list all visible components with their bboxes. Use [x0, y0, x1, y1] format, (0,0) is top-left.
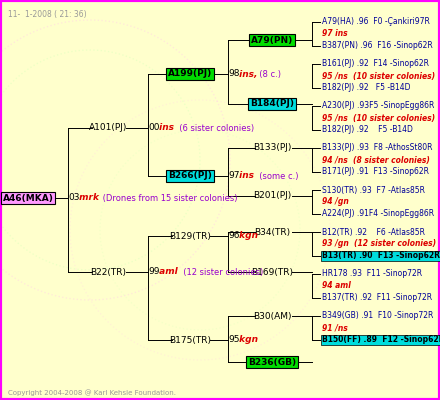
Text: B182(PJ) .92   F5 -B14D: B182(PJ) .92 F5 -B14D: [322, 84, 411, 92]
Text: B133(PJ): B133(PJ): [253, 144, 291, 152]
Text: ins,: ins,: [236, 70, 257, 78]
Text: 99: 99: [148, 268, 159, 276]
Text: (12 sister colonies): (12 sister colonies): [178, 268, 263, 276]
Text: 91 /ns: 91 /ns: [322, 324, 348, 332]
Text: B30(AM): B30(AM): [253, 312, 291, 320]
Text: (6 sister colonies): (6 sister colonies): [174, 124, 254, 132]
Text: 11-  1-2008 ( 21: 36): 11- 1-2008 ( 21: 36): [8, 10, 87, 19]
Text: B150(FF) .89  F12 -Sinop62R: B150(FF) .89 F12 -Sinop62R: [322, 336, 440, 344]
Text: B184(PJ): B184(PJ): [250, 100, 294, 108]
Text: B133(PJ) .93  F8 -AthosSt80R: B133(PJ) .93 F8 -AthosSt80R: [322, 144, 433, 152]
Text: B169(TR): B169(TR): [251, 268, 293, 276]
Text: B349(GB) .91  F10 -Sinop72R: B349(GB) .91 F10 -Sinop72R: [322, 312, 433, 320]
Text: 94 /gn: 94 /gn: [322, 198, 349, 206]
Text: B236(GB): B236(GB): [248, 358, 296, 366]
Text: Copyright 2004-2008 @ Karl Kehsle Foundation.: Copyright 2004-2008 @ Karl Kehsle Founda…: [8, 389, 176, 396]
Text: B182(PJ) .92    F5 -B14D: B182(PJ) .92 F5 -B14D: [322, 126, 413, 134]
Text: HR178 .93  F11 -Sinop72R: HR178 .93 F11 -Sinop72R: [322, 270, 422, 278]
Text: A230(PJ) .93F5 -SinopEgg86R: A230(PJ) .93F5 -SinopEgg86R: [322, 102, 434, 110]
Text: 96: 96: [228, 232, 239, 240]
Text: ins: ins: [156, 124, 174, 132]
Text: kgn: kgn: [236, 232, 258, 240]
Text: 94 aml: 94 aml: [322, 282, 351, 290]
Text: 98: 98: [228, 70, 239, 78]
Text: S130(TR) .93  F7 -Atlas85R: S130(TR) .93 F7 -Atlas85R: [322, 186, 425, 194]
Text: A224(PJ) .91F4 -SinopEgg86R: A224(PJ) .91F4 -SinopEgg86R: [322, 210, 434, 218]
Text: 95 /ns  (10 sister colonies): 95 /ns (10 sister colonies): [322, 72, 435, 80]
Text: B12(TR) .92    F6 -Atlas85R: B12(TR) .92 F6 -Atlas85R: [322, 228, 425, 236]
Text: mrk: mrk: [76, 194, 99, 202]
Text: B201(PJ): B201(PJ): [253, 192, 291, 200]
Text: 94 /ns  (8 sister colonies): 94 /ns (8 sister colonies): [322, 156, 430, 164]
Text: 00: 00: [148, 124, 159, 132]
Text: kgn: kgn: [236, 336, 258, 344]
Text: 03: 03: [68, 194, 80, 202]
Text: 97 ins: 97 ins: [322, 30, 348, 38]
Text: A79(HA) .96  F0 -Çankiri97R: A79(HA) .96 F0 -Çankiri97R: [322, 18, 430, 26]
Text: B161(PJ) .92  F14 -Sinop62R: B161(PJ) .92 F14 -Sinop62R: [322, 60, 429, 68]
Text: 95: 95: [228, 336, 239, 344]
Text: A79(PN): A79(PN): [251, 36, 293, 44]
Text: B137(TR) .92  F11 -Sinop72R: B137(TR) .92 F11 -Sinop72R: [322, 294, 432, 302]
Text: (8 c.): (8 c.): [254, 70, 281, 78]
Text: 95 /ns  (10 sister colonies): 95 /ns (10 sister colonies): [322, 114, 435, 122]
Text: B34(TR): B34(TR): [254, 228, 290, 236]
Text: 93 /gn  (12 sister colonies): 93 /gn (12 sister colonies): [322, 240, 436, 248]
Text: B171(PJ) .91  F13 -Sinop62R: B171(PJ) .91 F13 -Sinop62R: [322, 168, 429, 176]
Text: 97: 97: [228, 172, 239, 180]
Text: aml: aml: [156, 268, 178, 276]
Text: B266(PJ): B266(PJ): [168, 172, 212, 180]
Text: A199(PJ): A199(PJ): [168, 70, 212, 78]
Text: B129(TR): B129(TR): [169, 232, 211, 240]
Text: B175(TR): B175(TR): [169, 336, 211, 344]
Text: B13(TR) .90  F13 -Sinop62R: B13(TR) .90 F13 -Sinop62R: [322, 252, 440, 260]
Text: A46(MKA): A46(MKA): [3, 194, 53, 202]
Text: B22(TR): B22(TR): [90, 268, 126, 276]
Text: B387(PN) .96  F16 -Sinop62R: B387(PN) .96 F16 -Sinop62R: [322, 42, 433, 50]
Text: (some c.): (some c.): [254, 172, 298, 180]
Text: (Drones from 15 sister colonies): (Drones from 15 sister colonies): [100, 194, 238, 202]
Text: A101(PJ): A101(PJ): [89, 124, 127, 132]
Text: ins: ins: [236, 172, 254, 180]
